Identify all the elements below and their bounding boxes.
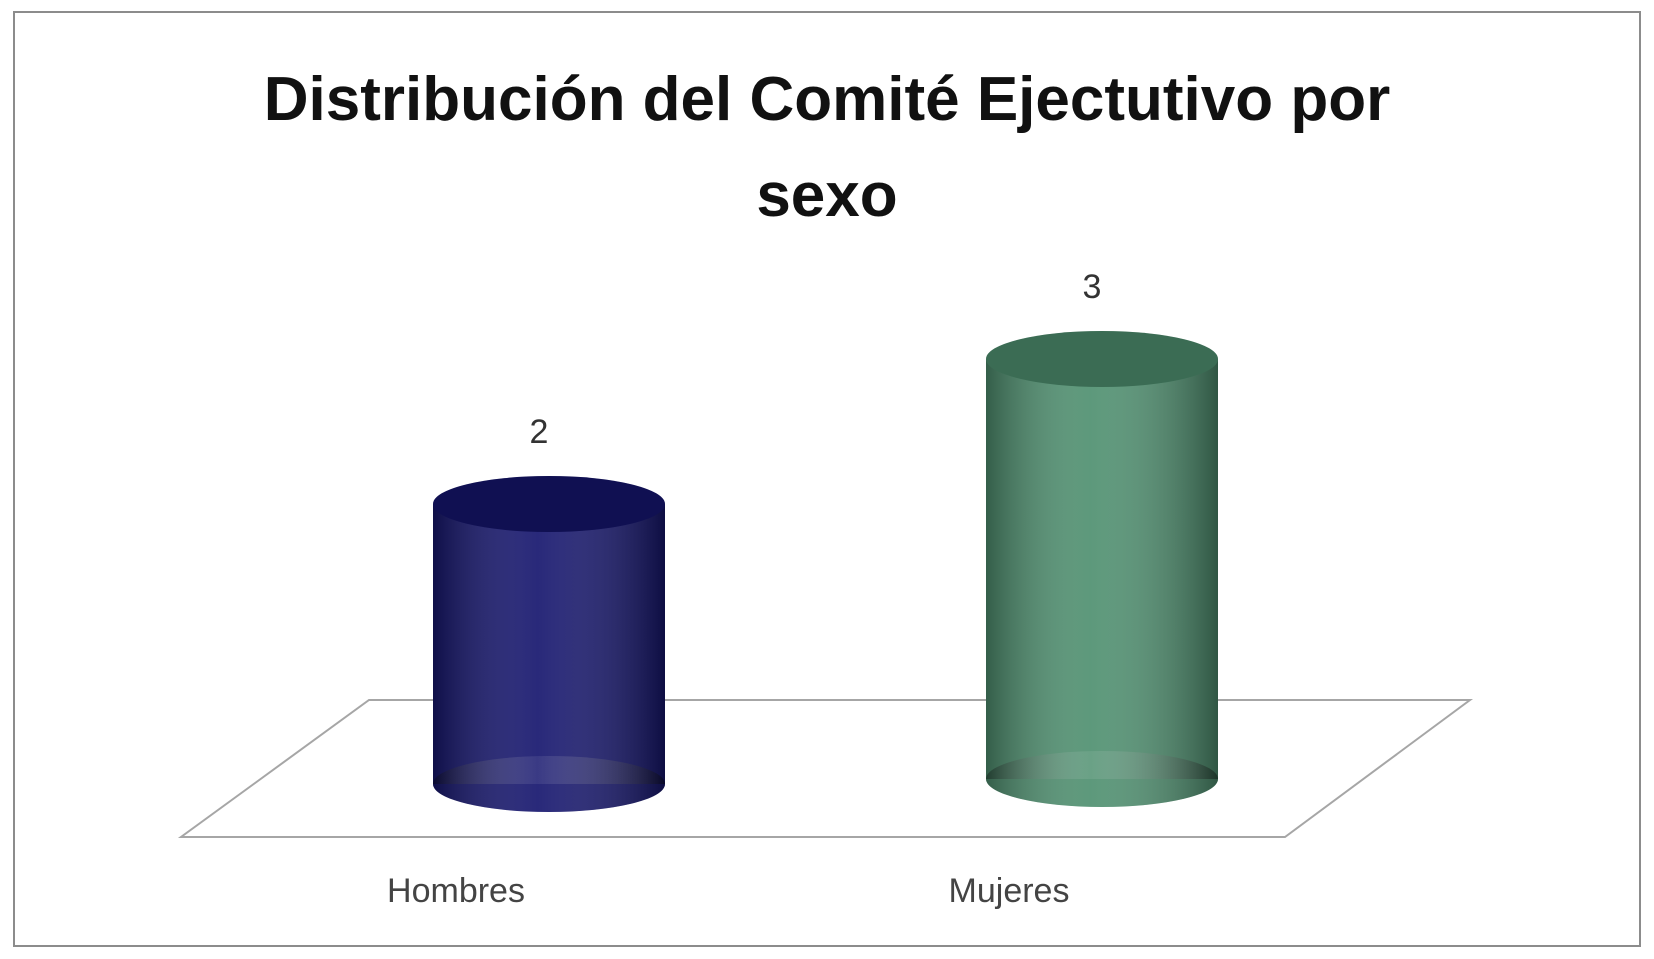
plot-area: 2 Hombres 3 Mujeres [387, 268, 1218, 910]
bar-top-shade [986, 331, 1218, 387]
bar-top-shade [433, 476, 665, 532]
x-tick-label: Mujeres [949, 872, 1070, 910]
bar-shade [986, 359, 1218, 779]
bar-top [433, 476, 665, 532]
chart-title: Distribución del Comité Ejectutivo por s… [263, 65, 1391, 230]
bar-top [986, 331, 1218, 387]
floor [177, 699, 1474, 838]
bar-shade [433, 504, 665, 784]
value-label: 3 [1083, 268, 1102, 306]
value-label: 2 [530, 413, 549, 451]
x-tick-label: Hombres [387, 872, 525, 910]
